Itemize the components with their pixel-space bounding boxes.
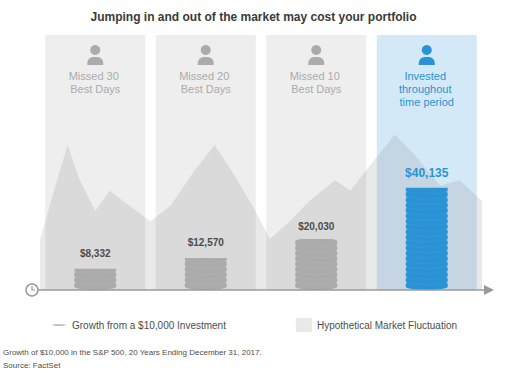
- svg-text:$40,135: $40,135: [405, 166, 449, 180]
- svg-text:$8,332: $8,332: [80, 248, 111, 259]
- svg-text:Best Days: Best Days: [181, 83, 232, 95]
- svg-text:Best Days: Best Days: [70, 83, 121, 95]
- svg-text:Best Days: Best Days: [291, 83, 342, 95]
- svg-text:Jumping in and out of the mark: Jumping in and out of the market may cos…: [90, 10, 416, 24]
- svg-text:Hypothetical Market Fluctuatio: Hypothetical Market Fluctuation: [317, 320, 457, 331]
- svg-text:Growth from a $10,000 Investme: Growth from a $10,000 Investment: [72, 320, 226, 331]
- svg-text:$20,030: $20,030: [298, 221, 335, 232]
- svg-text:Growth of $10,000 in the S&P 5: Growth of $10,000 in the S&P 500, 20 Yea…: [3, 348, 262, 357]
- svg-text:$12,570: $12,570: [188, 237, 225, 248]
- svg-text:Missed 30: Missed 30: [69, 70, 122, 82]
- svg-text:Missed 20: Missed 20: [179, 70, 232, 82]
- svg-text:time period: time period: [400, 96, 454, 108]
- svg-text:throughout: throughout: [399, 83, 455, 95]
- svg-text:Invested: Invested: [404, 70, 449, 82]
- svg-text:Source: FactSet: Source: FactSet: [3, 361, 61, 370]
- svg-text:Missed 10: Missed 10: [290, 70, 343, 82]
